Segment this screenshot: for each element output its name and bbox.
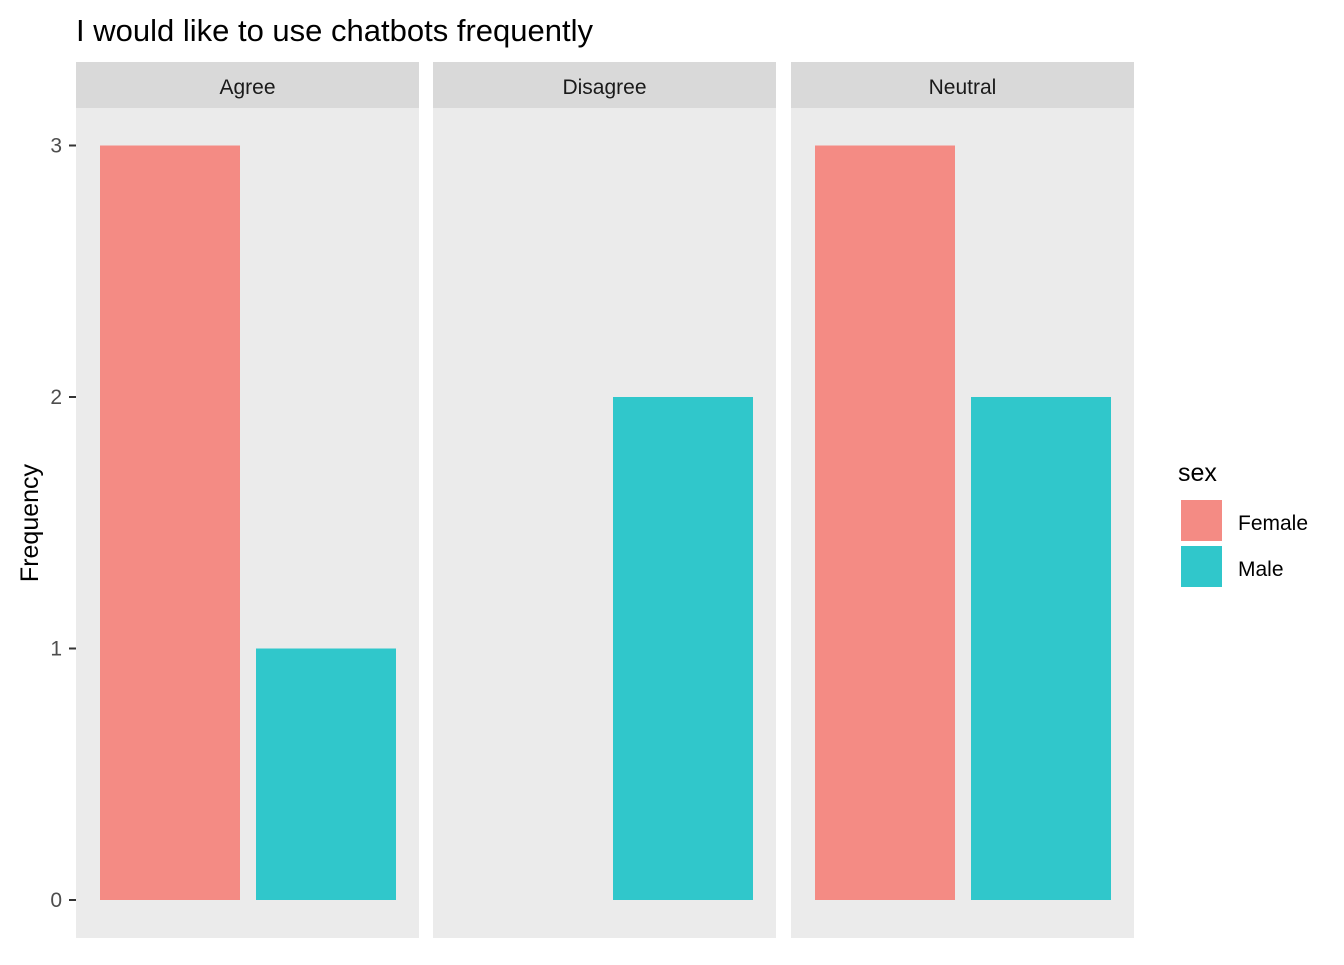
facet-strip [791, 62, 1134, 108]
facet-strip [433, 62, 776, 108]
y-axis-label: Frequency [16, 463, 44, 582]
legend-swatch-male [1179, 544, 1224, 589]
legend-swatch-female [1179, 498, 1224, 543]
facet-panels: Agree Disagree Neutral [76, 62, 1134, 938]
bar-female-neutral [815, 145, 955, 900]
facet-panel-neutral: Neutral [791, 62, 1134, 938]
chart-title: I would like to use chatbots frequently [76, 13, 593, 48]
y-tick-label: 2 [50, 386, 62, 409]
bar-male-disagree [613, 397, 753, 900]
legend: sex Female Male [1178, 459, 1308, 589]
facet-strip-label: Disagree [562, 76, 646, 99]
facet-strip-label: Neutral [929, 76, 997, 99]
facet-panel-disagree: Disagree [433, 62, 776, 938]
y-tick-label: 3 [50, 135, 62, 158]
y-axis: 0 1 2 3 [50, 135, 76, 912]
bar-male-agree [256, 648, 396, 900]
legend-label-female: Female [1238, 512, 1308, 535]
facet-strip [76, 62, 419, 108]
legend-title: sex [1178, 459, 1217, 487]
y-tick-label: 0 [50, 889, 62, 912]
facet-strip-label: Agree [219, 76, 275, 99]
y-tick-label: 1 [50, 638, 62, 661]
facet-panel-agree: Agree [76, 62, 419, 938]
legend-label-male: Male [1238, 558, 1284, 581]
bar-female-agree [100, 145, 240, 900]
bar-male-neutral [971, 397, 1111, 900]
